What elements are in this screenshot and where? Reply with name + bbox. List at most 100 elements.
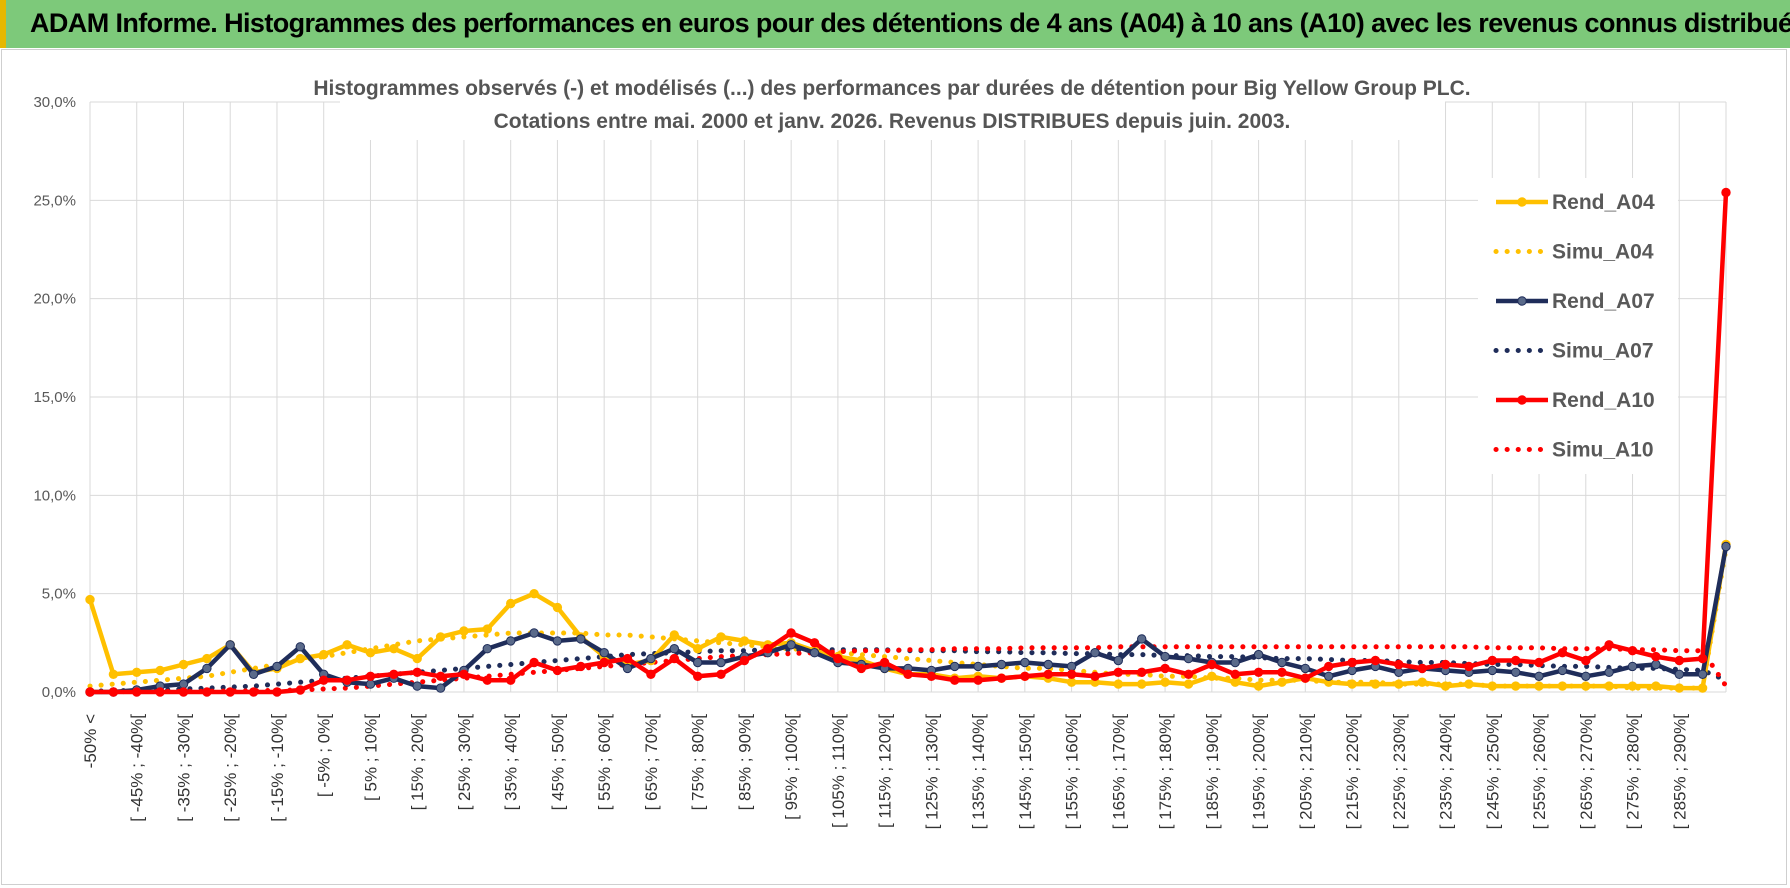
data-point	[1277, 677, 1287, 687]
data-point	[225, 640, 235, 650]
data-point	[319, 649, 329, 660]
report-banner: ADAM Informe. Histogrammes des performan…	[0, 0, 1790, 48]
data-point	[459, 669, 469, 679]
x-tick-label: [ 35% ; 40%[	[502, 714, 521, 811]
x-tick-label: [ 275% ; 280%[	[1624, 714, 1643, 830]
data-point	[1230, 677, 1240, 687]
data-point	[1347, 657, 1357, 668]
data-point	[1300, 663, 1311, 674]
data-point	[1160, 651, 1170, 662]
x-tick-label: [ 105% ; 110%[	[829, 714, 848, 828]
data-point	[1043, 669, 1053, 679]
data-point	[552, 636, 563, 646]
x-tick-label: [ 185% ; 190%[	[1203, 714, 1222, 830]
legend-label: Rend_A10	[1552, 389, 1655, 412]
data-point	[879, 657, 890, 668]
x-tick-label: [ 45% ; 50%[	[548, 714, 567, 811]
data-point	[1651, 681, 1661, 691]
legend-label: Simu_A10	[1552, 439, 1654, 462]
data-point	[155, 665, 165, 676]
data-point	[1697, 669, 1708, 679]
data-point	[1020, 657, 1030, 668]
data-point	[272, 687, 282, 697]
data-point	[1440, 681, 1451, 691]
data-point	[1066, 661, 1077, 672]
data-point	[295, 685, 305, 695]
legend-item-rend-a04: Rend_A04	[1496, 191, 1655, 214]
legend-label: Simu_A07	[1552, 340, 1654, 363]
data-point	[1674, 683, 1685, 693]
data-point	[669, 653, 679, 664]
data-point	[295, 642, 305, 652]
x-tick-label: [ -15% ; -10%[	[268, 714, 287, 822]
data-point	[202, 687, 212, 697]
data-point	[132, 687, 142, 697]
data-point	[295, 653, 305, 664]
series-layer	[85, 187, 1731, 697]
x-tick-label: [ 245% ; 250%[	[1483, 714, 1502, 830]
legend-item-simu-a04: Simu_A04	[1493, 241, 1654, 264]
data-point	[1090, 648, 1100, 658]
data-point	[1394, 659, 1404, 670]
legend-item-simu-a10: Simu_A10	[1493, 439, 1654, 462]
x-tick-label: [ 195% ; 200%[	[1250, 714, 1269, 830]
data-point	[1137, 679, 1147, 689]
data-point	[248, 687, 259, 697]
data-point	[1627, 661, 1638, 672]
data-point	[786, 640, 796, 650]
data-point	[622, 663, 633, 674]
data-point	[599, 657, 609, 668]
data-point	[1674, 655, 1685, 666]
data-point	[1557, 665, 1568, 676]
data-point	[856, 663, 866, 674]
data-point	[1277, 657, 1287, 668]
data-point	[412, 653, 422, 664]
data-point	[646, 669, 656, 679]
legend-background	[1478, 178, 1678, 474]
data-point	[693, 644, 703, 654]
data-point	[1651, 651, 1661, 662]
chart-title-group: Histogrammes observés (-) et modélisés (…	[313, 68, 1471, 140]
x-tick-label: [ 145% ; 150%[	[1016, 714, 1035, 830]
data-point	[576, 634, 586, 644]
legend-marker	[1517, 197, 1527, 207]
data-point	[622, 653, 633, 664]
data-point	[412, 667, 422, 677]
data-point	[1581, 681, 1591, 691]
data-point	[1511, 681, 1521, 691]
x-tick-label: [ 75% ; 80%[	[689, 714, 708, 811]
data-point	[1604, 681, 1614, 691]
y-tick-label: 0,0%	[42, 684, 76, 701]
x-tick-label: [ 135% ; 140%[	[969, 714, 988, 830]
data-point	[786, 628, 796, 638]
data-point	[1160, 677, 1170, 687]
data-point	[1557, 648, 1568, 658]
data-point	[85, 594, 95, 605]
data-point	[1511, 667, 1521, 677]
data-point	[1697, 683, 1708, 693]
data-point	[1534, 657, 1544, 668]
x-tick-label: [ -5% ; 0%[	[315, 714, 334, 797]
data-point	[342, 640, 352, 650]
x-axis-ticks: -50% < [ -45% ; -40%[[ -35% ; -30%[[ -25%…	[81, 714, 1689, 830]
legend-label: Simu_A04	[1552, 241, 1654, 264]
data-point	[178, 679, 189, 689]
data-point	[1043, 659, 1053, 670]
legend-marker	[1517, 395, 1527, 405]
data-point	[155, 687, 165, 697]
data-point	[809, 648, 820, 658]
data-point	[1697, 653, 1708, 664]
series-rend-a10	[85, 187, 1731, 697]
data-point	[1137, 667, 1147, 677]
x-tick-label: -50% <	[81, 714, 100, 768]
data-point	[1113, 655, 1124, 666]
data-point	[389, 644, 399, 654]
data-point	[833, 653, 843, 664]
data-point	[646, 653, 656, 664]
data-point	[1721, 187, 1731, 198]
data-point	[108, 669, 119, 679]
data-point	[248, 669, 259, 679]
data-point	[1230, 657, 1240, 668]
data-point	[1183, 679, 1194, 689]
data-point	[132, 667, 142, 677]
